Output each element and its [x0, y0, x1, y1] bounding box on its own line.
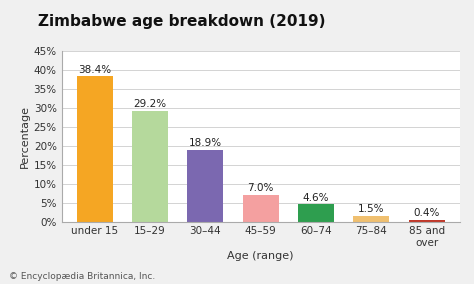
Bar — [243, 195, 279, 222]
Bar — [187, 150, 223, 222]
Text: © Encyclopædia Britannica, Inc.: © Encyclopædia Britannica, Inc. — [9, 272, 156, 281]
Text: 4.6%: 4.6% — [303, 193, 329, 202]
Bar — [77, 76, 113, 222]
Y-axis label: Percentage: Percentage — [19, 105, 29, 168]
Text: 38.4%: 38.4% — [78, 64, 111, 75]
Bar — [132, 111, 168, 222]
Text: 29.2%: 29.2% — [134, 99, 167, 109]
Text: Zimbabwe age breakdown (2019): Zimbabwe age breakdown (2019) — [38, 14, 326, 29]
Text: 0.4%: 0.4% — [413, 208, 440, 218]
X-axis label: Age (range): Age (range) — [228, 251, 294, 261]
Bar — [353, 216, 389, 222]
Bar — [409, 220, 445, 222]
Text: 1.5%: 1.5% — [358, 204, 384, 214]
Bar — [298, 204, 334, 222]
Text: 18.9%: 18.9% — [189, 138, 222, 149]
Text: 7.0%: 7.0% — [247, 183, 274, 193]
